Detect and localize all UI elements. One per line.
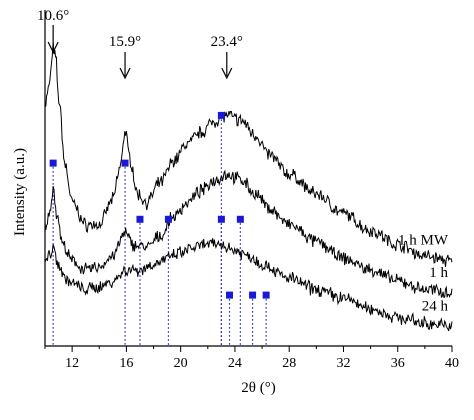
x-axis-title: 2θ (°) [241, 380, 275, 396]
x-tick-label: 20 [174, 356, 188, 371]
x-tick-label: 24 [228, 356, 242, 371]
reference-marker [226, 291, 234, 299]
reference-marker [236, 215, 244, 223]
x-tick-label: 40 [445, 356, 459, 371]
peak-label: 10.6° [37, 8, 69, 24]
reference-marker [217, 215, 225, 223]
labels: 12 16 20 24 28 32 36 40 2θ (°) Intensity (a.u.) 1 … [12, 8, 459, 396]
x-tick-label: 36 [391, 356, 405, 371]
peak-arrow-head [221, 67, 233, 80]
reference-marker [136, 215, 144, 223]
reference-droplines [52, 115, 267, 346]
axes [44, 10, 453, 352]
peak-arrow-head [119, 67, 131, 80]
reference-marker [164, 215, 172, 223]
x-tick-label: 32 [336, 356, 350, 371]
y-axis-title: Intensity (a.u.) [12, 148, 28, 236]
series-lines [44, 42, 453, 332]
reference-marker [249, 291, 257, 299]
peak-arrow-head [47, 41, 59, 54]
series-line-1-h-mw [44, 42, 453, 267]
peak-label: 23.4° [211, 34, 243, 50]
reference-marker [217, 111, 225, 119]
series-line-1-h [44, 169, 453, 298]
reference-marker [121, 159, 129, 167]
reference-marker [262, 291, 270, 299]
series-line-24-h [44, 238, 453, 332]
series-label: 1 h [429, 265, 448, 281]
series-label: 24 h [422, 299, 449, 315]
peak-label: 15.9° [109, 34, 141, 50]
series-label: 1 h MW [398, 233, 449, 249]
reference-marker [49, 159, 57, 167]
x-tick-label: 12 [65, 356, 79, 371]
x-tick-label: 28 [282, 356, 296, 371]
reference-markers [49, 111, 270, 299]
x-tick-label: 16 [119, 356, 133, 371]
